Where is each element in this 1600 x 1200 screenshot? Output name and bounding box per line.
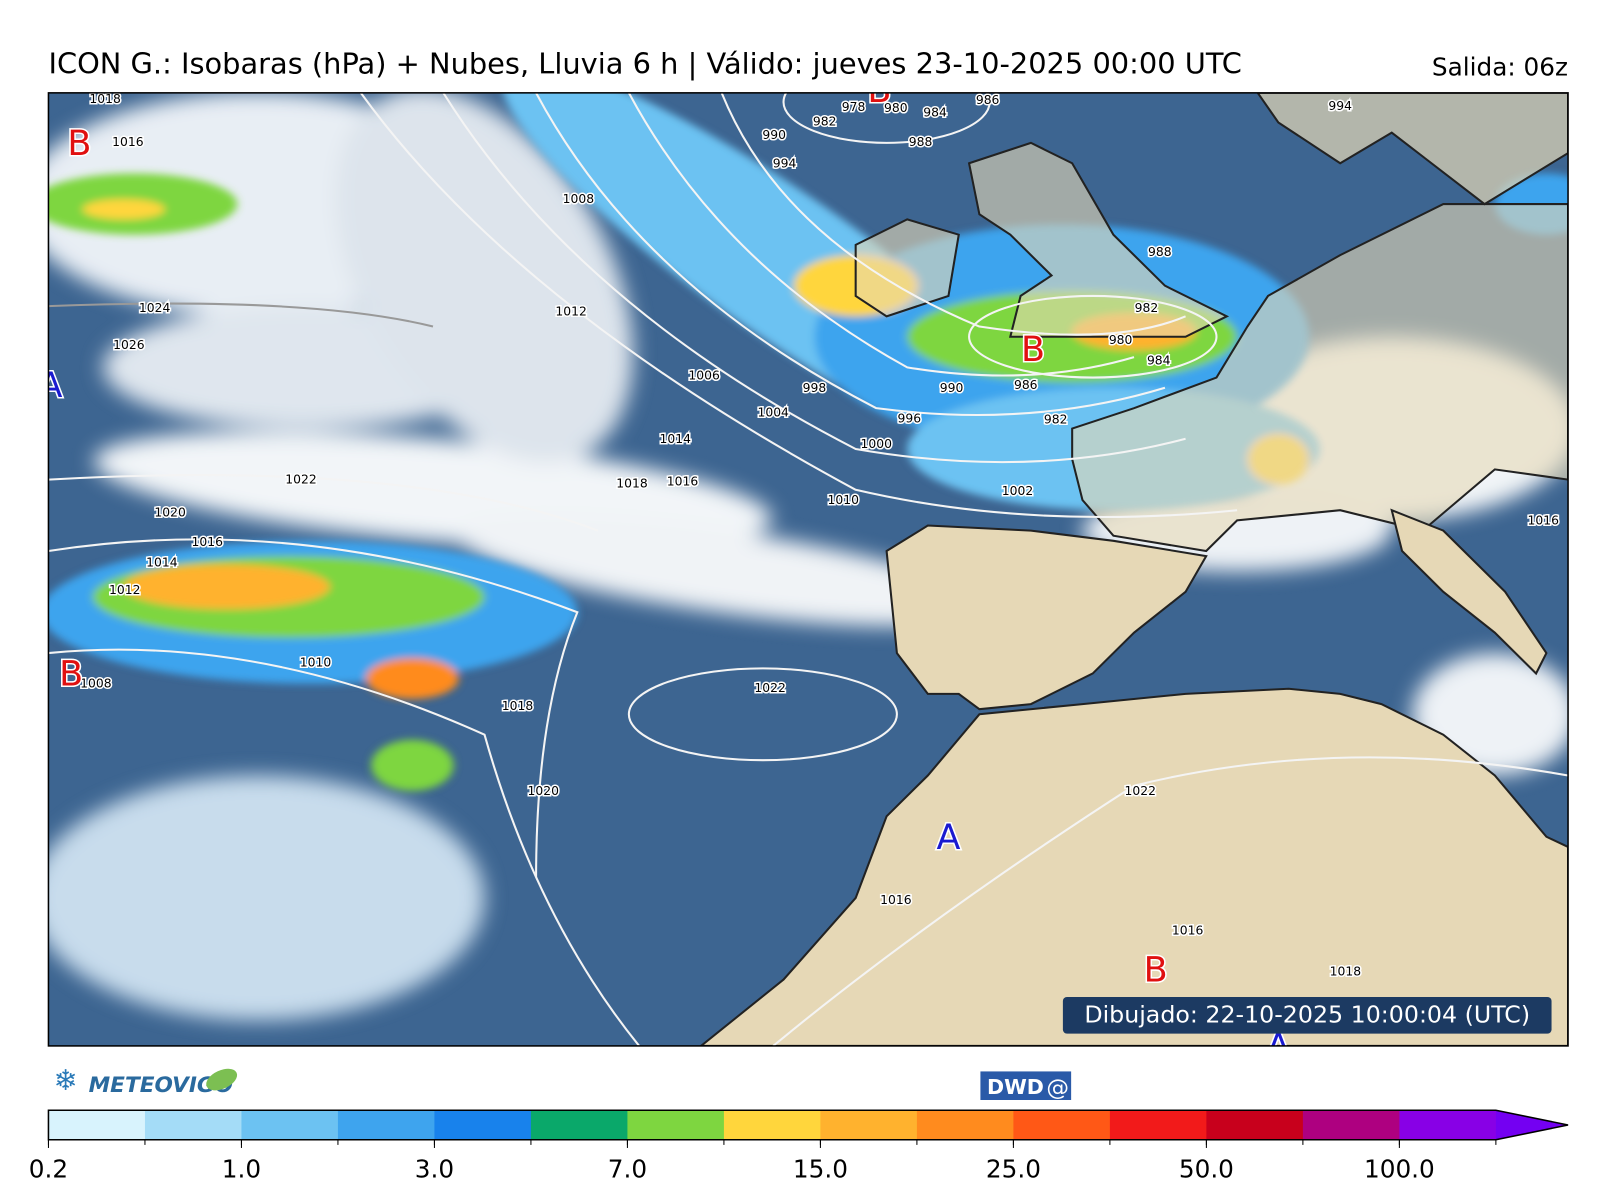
isobar-label: 1010 — [828, 493, 859, 507]
isobar-label: 1012 — [555, 304, 586, 318]
colorbar-tick-label: 100.0 — [1364, 1155, 1435, 1184]
isobar-label: 1020 — [528, 784, 559, 798]
colorbar-tick-label: 25.0 — [986, 1155, 1041, 1184]
drawn-label: Dibujado: 22-10-2025 10:00:04 (UTC) — [1084, 1001, 1530, 1029]
colorbar-swatch — [1109, 1110, 1207, 1140]
colorbar-tick-label: 50.0 — [1179, 1155, 1234, 1184]
isobar-label: 1014 — [660, 432, 692, 446]
isobar-label: 990 — [940, 381, 964, 395]
colorbar: 0.2 1.0 3.0 7.0 15.0 25.0 50.0 100.0 — [29, 1109, 1569, 1184]
isobar-label: 1008 — [80, 677, 111, 691]
title: ICON G.: Isobaras (hPa) + Nubes, Lluvia … — [48, 47, 1242, 81]
colorbar-tick-label: 7.0 — [608, 1155, 647, 1184]
pressure-center: B — [1021, 330, 1045, 370]
isobar-label: 1010 — [300, 655, 331, 669]
pressure-center: B — [59, 655, 83, 695]
isobar-labels: 1018 1016 1024 1026 1022 1020 1016 1014 1012 1010… — [79, 92, 1561, 980]
isobar-label: 1004 — [757, 405, 789, 419]
isobar-label: 988 — [1148, 245, 1172, 259]
colorbar-tick-label: 15.0 — [793, 1155, 848, 1184]
isobar-label: 980 — [884, 101, 908, 115]
isobar-label: 1012 — [109, 583, 140, 597]
isobar-label: 1018 — [89, 92, 120, 106]
drawn-box — [1062, 996, 1552, 1034]
isobar-label: 998 — [803, 381, 827, 395]
isobar-label: 1014 — [146, 555, 178, 569]
isobar-label: 978 — [842, 100, 866, 114]
colorbar-swatch — [241, 1110, 339, 1140]
isobar-label: 984 — [923, 105, 947, 119]
colorbar-swatch — [144, 1110, 242, 1140]
isobar-label: 1016 — [667, 475, 699, 489]
isobar-label: 1018 — [502, 699, 533, 713]
isobar-label: 986 — [976, 93, 1000, 107]
isobar-label: 1008 — [563, 192, 594, 206]
isobar-label: 1016 — [1172, 924, 1204, 938]
colorbar-swatch — [627, 1110, 725, 1140]
isobar-label: 984 — [1147, 353, 1171, 367]
colorbar-tick-label: 1.0 — [222, 1155, 261, 1184]
isobar-label: 994 — [1328, 99, 1352, 113]
pressure-center: A — [936, 818, 960, 858]
isobar-label: 1018 — [1330, 965, 1361, 979]
colorbar-tick-label: 0.2 — [29, 1155, 68, 1184]
isobar-label: 982 — [1044, 413, 1068, 427]
isobar-label: 1024 — [139, 301, 171, 315]
colorbar-swatch — [48, 1110, 146, 1140]
isobar-label: 1022 — [285, 473, 316, 487]
colorbar-outline — [47, 1109, 1569, 1141]
isobar-label: 1016 — [191, 535, 223, 549]
isobar-label: 1018 — [616, 477, 647, 491]
pressure-center: B — [1144, 951, 1168, 991]
land — [699, 92, 1569, 1046]
colorbar-swatch — [1302, 1110, 1400, 1140]
colorbar-swatch — [916, 1110, 1014, 1140]
isobar-label: 990 — [762, 128, 786, 142]
dwd-logo: DWD — [987, 1075, 1044, 1099]
map-frame — [47, 92, 1569, 1047]
colorbar-swatch — [530, 1110, 628, 1140]
colorbar-swatch — [1013, 1110, 1111, 1140]
colorbar-swatch — [723, 1110, 821, 1140]
isobar-label: 996 — [897, 412, 921, 426]
snowflake: ❄ — [54, 1063, 78, 1097]
isobar-label: 982 — [1135, 301, 1159, 315]
pressure-center: A — [39, 366, 63, 406]
isobar-label: 1016 — [880, 893, 912, 907]
isobar-label: 1022 — [1124, 784, 1155, 798]
colorbar-swatch — [434, 1110, 532, 1140]
isobar-label: 980 — [1109, 333, 1133, 347]
isobar-label: 988 — [909, 135, 933, 149]
pressure-center: B — [67, 124, 91, 164]
isobars — [48, 92, 1569, 1046]
isobar-label: 1020 — [154, 505, 185, 519]
isobar-label: 1000 — [861, 437, 892, 451]
dwd-swirl: @ — [1046, 1075, 1069, 1101]
isobar-label: 1002 — [1002, 484, 1033, 498]
colorbar-swatch — [1399, 1110, 1497, 1140]
pressure-center: B — [867, 71, 891, 111]
isobar-label: 1026 — [113, 338, 145, 352]
isobar-label: 1006 — [688, 369, 720, 383]
isobar-label: 1022 — [754, 681, 785, 695]
dwd-logo-bg — [980, 1071, 1072, 1100]
isobar-label: 1016 — [112, 135, 144, 149]
run-label: Salida: 06z — [1432, 53, 1568, 82]
colorbar-swatch — [337, 1110, 435, 1140]
isobar-label: 982 — [813, 115, 837, 129]
isobar-label: 994 — [773, 156, 797, 170]
isobar-label: 986 — [1014, 378, 1038, 392]
isobar-label: 1016 — [1528, 514, 1560, 528]
colorbar-swatch — [1206, 1110, 1304, 1140]
colorbar-swatch — [820, 1110, 918, 1140]
leaf — [206, 1068, 238, 1091]
colorbar-arrow — [1495, 1110, 1569, 1140]
map: 1018 1016 1024 1026 1022 1020 1016 1014 1012 1010… — [39, 71, 1569, 1046]
colorbar-tick-label: 3.0 — [415, 1155, 454, 1184]
